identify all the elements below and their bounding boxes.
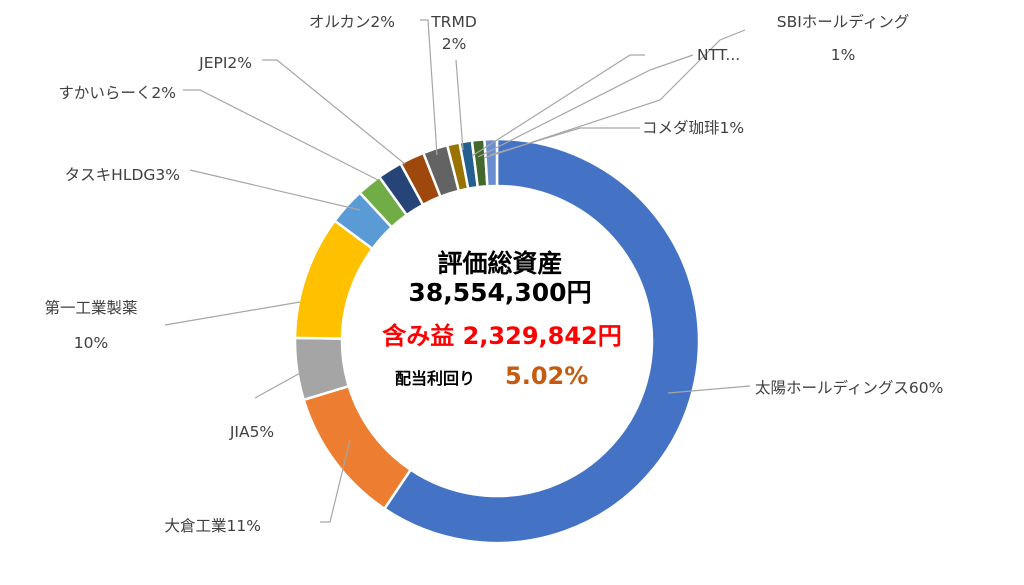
center-summary: 評価総資産 38,554,300円 含み益 2,329,842円 配当利回り 5… bbox=[382, 249, 621, 390]
leader-line bbox=[477, 54, 694, 158]
slice-label: JIA5% bbox=[229, 423, 274, 441]
leader-line bbox=[489, 127, 640, 156]
center-total-value: 38,554,300円 bbox=[408, 278, 591, 307]
donut-slice-1 bbox=[382, 137, 701, 545]
slice-label: タスキHLDG3% bbox=[65, 166, 180, 184]
slice-label: 大倉工業11% bbox=[165, 517, 261, 535]
leader-line bbox=[164, 301, 301, 326]
slice-label: TRMD bbox=[430, 13, 477, 31]
dividend-yield-label: 配当利回り bbox=[395, 369, 475, 388]
leader-line bbox=[483, 29, 746, 159]
leader-line bbox=[471, 54, 645, 157]
slice-label: SBIホールディング bbox=[777, 12, 909, 31]
leader-line bbox=[320, 439, 351, 523]
slice-label: NTT... bbox=[697, 46, 740, 64]
leader-line bbox=[420, 19, 438, 156]
donut-slice-2 bbox=[302, 384, 413, 511]
donut-slices bbox=[293, 137, 701, 545]
dividend-yield-value: 5.02% bbox=[505, 362, 588, 390]
slice-label: オルカン2% bbox=[309, 13, 395, 31]
slice-label: コメダ珈琲1% bbox=[642, 119, 744, 137]
slice-label: 2% bbox=[442, 35, 467, 53]
leader-line bbox=[189, 169, 361, 211]
leader-line bbox=[455, 59, 464, 151]
leader-lines bbox=[164, 19, 751, 523]
leader-line bbox=[262, 59, 406, 165]
slice-label: 1% bbox=[831, 46, 856, 64]
leader-line bbox=[254, 371, 303, 399]
leader-line bbox=[667, 385, 751, 394]
slice-label: 第一工業製薬 bbox=[44, 299, 137, 317]
slice-label: すかいらーく2% bbox=[58, 84, 176, 102]
unrealized-gain: 含み益 2,329,842円 bbox=[382, 322, 621, 350]
slice-label: 10% bbox=[74, 334, 108, 352]
leader-line bbox=[183, 89, 379, 181]
center-title: 評価総資産 bbox=[437, 249, 562, 278]
slice-labels: 太陽ホールディングス60% 大倉工業11% JIA5% 第一工業製薬 10% タスキHLD… bbox=[44, 12, 943, 535]
slice-label: JEPI2% bbox=[198, 54, 252, 72]
donut-slice-13 bbox=[483, 137, 499, 188]
slice-label: 太陽ホールディングス60% bbox=[755, 378, 943, 397]
